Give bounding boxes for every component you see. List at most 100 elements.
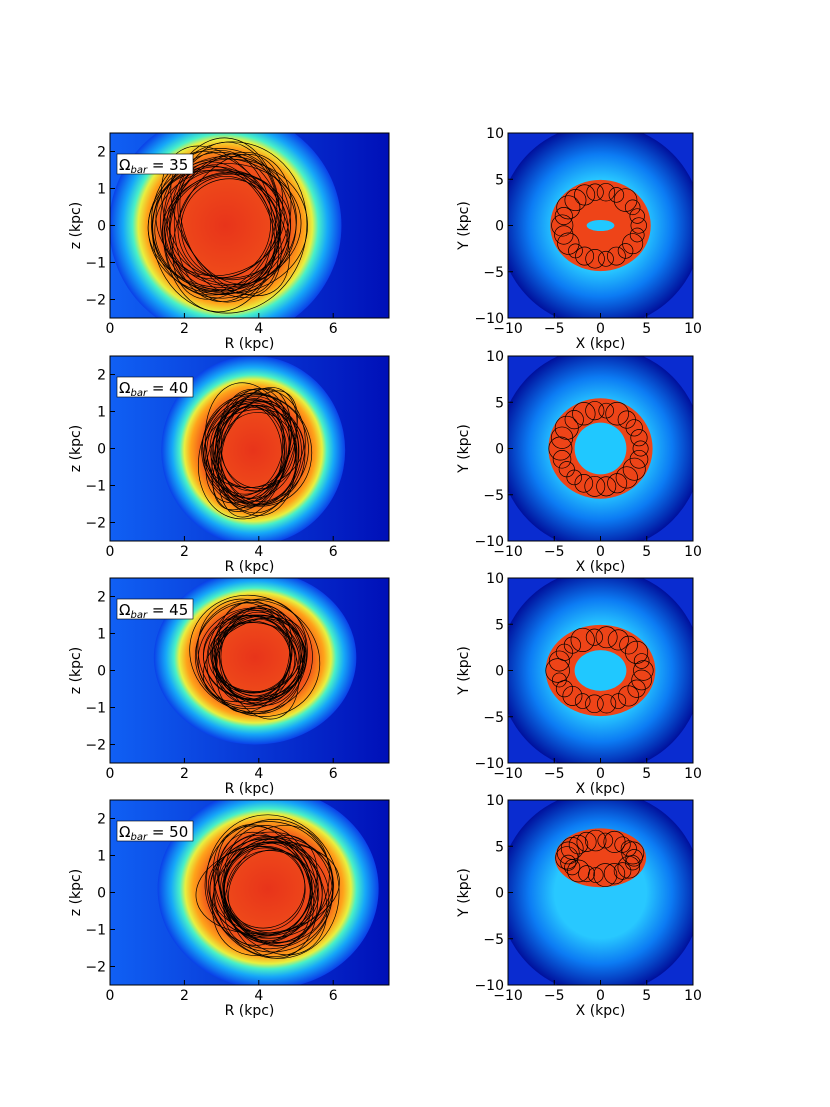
x-tick-label: 0 <box>106 766 115 782</box>
y-tick-label: −5 <box>483 488 504 504</box>
orbit-loop <box>568 243 583 259</box>
y-tick-label: −5 <box>483 932 504 948</box>
orbit-loop <box>621 841 645 865</box>
y-tick-label: −10 <box>474 311 504 327</box>
label-box <box>116 598 194 620</box>
orbit-loop <box>202 617 307 703</box>
y-tick-label: −2 <box>85 516 106 532</box>
orbit-loop <box>625 855 641 871</box>
y-tick-label: −1 <box>85 701 106 717</box>
orbit-loop <box>560 854 577 871</box>
orbit-loop <box>558 461 575 478</box>
x-tick-label: 0 <box>106 544 115 560</box>
label-box <box>116 820 194 842</box>
y-axis-label: z (kpc) <box>68 425 84 472</box>
orbit-loop <box>618 685 640 707</box>
y-axis-label: Y (kpc) <box>456 201 472 251</box>
x-tick-label: 0 <box>596 321 605 337</box>
y-tick-label: 5 <box>495 839 504 855</box>
orbit-loop <box>556 195 581 220</box>
x-tick-label: 10 <box>684 766 702 782</box>
panel-r-z-3: Ωbar = 50 0 2 4 6 −2 −1 0 1 2 R (kpc) z (kpc) <box>68 799 390 1019</box>
x-tick-label: 6 <box>329 988 338 1004</box>
x-tick-label: −5 <box>544 988 565 1004</box>
density-map <box>508 133 693 318</box>
orbit-loop <box>595 626 618 649</box>
x-tick-label: 2 <box>180 766 189 782</box>
y-tick-label: 2 <box>97 590 106 606</box>
orbit-loop <box>211 387 298 512</box>
orbit-loop <box>203 409 304 488</box>
y-tick-label: 5 <box>495 172 504 188</box>
y-tick-label: 5 <box>495 395 504 411</box>
orbit-loop <box>567 859 590 883</box>
y-tick-label: −5 <box>483 265 504 281</box>
orbit-loop <box>217 831 315 946</box>
orbit-loop <box>150 148 291 299</box>
density-blob <box>161 356 346 541</box>
y-tick-label: 10 <box>486 126 504 142</box>
orbit-loop <box>161 145 282 298</box>
orbit-loop <box>554 225 574 245</box>
orbit-loop <box>613 862 632 880</box>
orbit-loop <box>570 627 595 653</box>
omega-label-text: Ωbar = 40 <box>119 379 188 399</box>
orbit-loop <box>568 834 589 855</box>
x-tick-label: −10 <box>493 544 523 560</box>
x-tick-label: 0 <box>106 988 115 1004</box>
orbit-loop <box>220 405 285 504</box>
orbit-loop <box>209 831 333 953</box>
orbit-loop <box>215 404 295 492</box>
orbit-loop <box>548 436 573 461</box>
x-tick-label: −10 <box>493 988 523 1004</box>
y-axis-label: Y (kpc) <box>456 424 472 474</box>
x-tick-label: 5 <box>642 544 651 560</box>
orbit-loop <box>206 598 308 715</box>
orbit-loop <box>564 409 584 430</box>
orbit-loop <box>545 658 570 683</box>
orbit-loop <box>585 694 604 714</box>
y-tick-label: 2 <box>97 145 106 161</box>
orbit-loop <box>202 393 313 507</box>
x-axis-label: X (kpc) <box>576 559 626 575</box>
panel-r-z-0: Ωbar = 35 0 2 4 6 −2 −1 0 1 2 R (kpc) z (kpc) <box>68 132 390 352</box>
orbit-tracks <box>195 814 340 959</box>
panel-r-z-1: Ωbar = 40 0 2 4 6 −2 −1 0 1 2 R (kpc) z (kpc) <box>68 355 390 575</box>
ring-hole <box>586 219 615 232</box>
y-tick-label: 1 <box>97 182 106 198</box>
density-blob <box>153 578 357 745</box>
orbit-loop <box>632 440 649 457</box>
y-tick-label: 10 <box>486 793 504 809</box>
orbit-loop <box>223 825 319 959</box>
density-map <box>110 578 389 763</box>
orbit-loop <box>603 863 626 885</box>
orbit-loop <box>607 629 629 651</box>
orbit-loop <box>598 250 614 267</box>
y-tick-label: 5 <box>495 617 504 633</box>
density-ring <box>554 828 647 888</box>
panel-x-y-3: −10 −5 0 5 10 −10 −5 0 5 10 X (kpc) Y (kpc) <box>456 793 702 1019</box>
y-tick-label: −10 <box>474 978 504 994</box>
orbit-loop <box>212 618 305 701</box>
orbit-loop <box>619 635 638 655</box>
orbit-loop <box>574 184 596 206</box>
orbit-loop <box>169 153 278 292</box>
omega-label-text: Ωbar = 45 <box>119 601 188 621</box>
orbit-loop <box>557 232 580 255</box>
y-tick-label: 0 <box>495 886 504 902</box>
x-tick-label: 0 <box>596 766 605 782</box>
orbit-loop <box>584 475 606 497</box>
density-halo <box>508 800 693 985</box>
orbit-loop <box>597 694 617 714</box>
x-tick-label: 4 <box>254 988 263 1004</box>
y-tick-label: −5 <box>483 710 504 726</box>
label-box <box>116 153 194 175</box>
orbit-loop <box>596 476 617 497</box>
orbit-tracks <box>147 137 308 314</box>
y-tick-label: −1 <box>85 479 106 495</box>
orbit-loop <box>596 183 616 202</box>
orbit-loop <box>564 189 587 212</box>
orbit-loop <box>207 846 320 934</box>
x-tick-label: −5 <box>544 321 565 337</box>
